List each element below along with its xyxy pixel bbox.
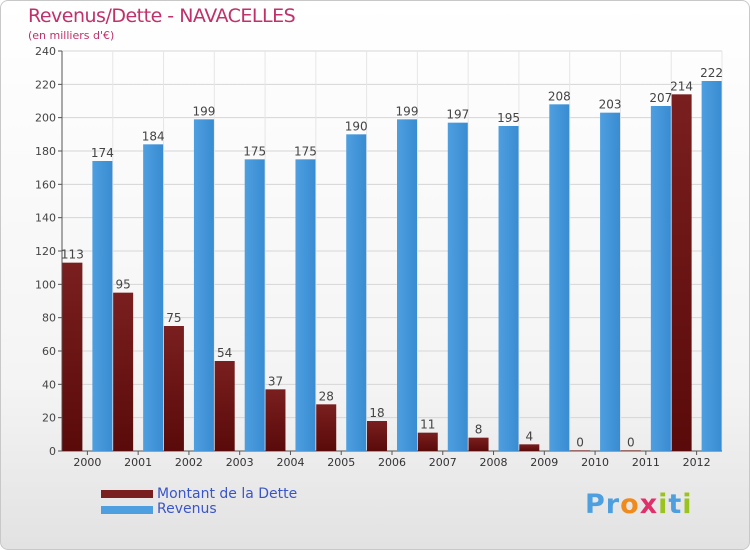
x-tick-label: 2010	[581, 456, 609, 469]
data-label-dette: 28	[319, 389, 334, 403]
data-label-dette: 214	[670, 79, 693, 93]
x-tick-label: 2001	[124, 456, 152, 469]
x-tick-label: 2011	[632, 456, 660, 469]
y-tick-label: 240	[35, 45, 56, 58]
bar-dette	[214, 361, 235, 451]
bar-revenus	[92, 161, 113, 451]
chart-title: Revenus/Dette - NAVACELLES	[28, 5, 296, 27]
data-label-dette: 11	[420, 418, 435, 432]
data-label-dette: 95	[116, 278, 131, 292]
bar-revenus	[295, 159, 316, 452]
chart-subtitle: (en milliers d'€)	[28, 29, 115, 42]
data-label-revenus: 190	[345, 119, 368, 133]
y-tick-label: 120	[35, 245, 56, 258]
x-tick-label: 2004	[276, 456, 304, 469]
data-label-revenus: 199	[396, 104, 419, 118]
data-label-revenus: 207	[649, 91, 672, 105]
data-label-revenus: 175	[243, 144, 266, 158]
y-tick-label: 60	[42, 345, 56, 358]
bar-revenus	[346, 134, 367, 452]
bar-revenus	[397, 119, 417, 451]
x-tick-label: 2003	[226, 456, 254, 469]
data-label-revenus: 199	[192, 104, 215, 118]
bar-dette	[265, 389, 286, 451]
legend-label-revenus: Revenus	[157, 501, 217, 517]
bar-revenus	[143, 144, 164, 452]
bar-revenus	[447, 122, 468, 452]
y-tick-label: 20	[42, 412, 56, 425]
legend-swatch-revenus	[101, 506, 153, 514]
data-label-dette: 4	[525, 429, 533, 443]
x-tick-label: 2008	[480, 456, 508, 469]
bar-revenus	[193, 119, 214, 451]
data-label-revenus: 184	[142, 129, 165, 143]
x-tick-label: 2007	[429, 456, 457, 469]
data-label-revenus: 197	[446, 108, 469, 122]
bar-revenus	[650, 106, 671, 451]
bar-dette	[163, 326, 184, 451]
y-tick-label: 160	[35, 178, 56, 191]
y-tick-label: 40	[42, 378, 56, 391]
logo-letter: i	[658, 489, 669, 520]
data-label-revenus: 175	[294, 144, 317, 158]
y-tick-label: 80	[42, 312, 56, 325]
x-tick-label: 2012	[683, 456, 711, 469]
bar-dette	[671, 94, 692, 451]
bar-dette	[113, 292, 134, 451]
x-tick-label: 2000	[73, 456, 101, 469]
y-tick-label: 180	[35, 145, 56, 158]
logo-letter: i	[682, 489, 693, 520]
bar-revenus	[498, 126, 519, 451]
bar-dette	[570, 450, 591, 451]
y-tick-label: 0	[49, 445, 56, 458]
bar-dette	[62, 262, 83, 451]
data-label-dette: 8	[475, 423, 483, 437]
y-tick-label: 220	[35, 78, 56, 91]
bar-dette	[417, 432, 438, 451]
legend-label-dette: Montant de la Dette	[157, 486, 298, 502]
proxiti-logo: Proxiti	[585, 489, 693, 520]
bar-dette	[316, 404, 337, 451]
bar-revenus	[701, 81, 722, 451]
data-label-dette: 18	[369, 406, 384, 420]
logo-letter: t	[668, 489, 683, 520]
bar-dette	[620, 450, 641, 451]
bar-dette	[468, 437, 489, 451]
bar-revenus	[549, 104, 570, 451]
data-label-revenus: 174	[91, 146, 114, 160]
logo-letter: o	[620, 489, 640, 520]
data-label-revenus: 195	[497, 111, 520, 125]
y-tick-label: 140	[35, 212, 56, 225]
bar-revenus	[600, 112, 621, 452]
legend-swatch-dette	[101, 490, 153, 498]
y-tick-label: 200	[35, 112, 56, 125]
data-label-dette: 75	[166, 311, 181, 325]
bar-dette	[367, 421, 387, 451]
x-tick-label: 2006	[378, 456, 406, 469]
logo-letter: r	[605, 489, 621, 520]
x-tick-label: 2002	[175, 456, 203, 469]
data-label-dette: 113	[61, 248, 84, 262]
logo-letter: P	[585, 489, 606, 520]
data-label-dette: 0	[576, 435, 584, 449]
data-label-dette: 37	[268, 374, 283, 388]
data-label-revenus: 203	[599, 98, 622, 112]
y-tick-label: 100	[35, 278, 56, 291]
x-tick-label: 2009	[530, 456, 558, 469]
data-label-dette: 54	[217, 346, 232, 360]
data-label-dette: 0	[627, 435, 635, 449]
data-label-revenus: 222	[700, 66, 723, 80]
data-label-revenus: 208	[548, 89, 571, 103]
logo-letter: x	[639, 489, 659, 520]
bar-revenus	[244, 159, 265, 452]
bar-dette	[519, 444, 540, 451]
x-tick-label: 2005	[327, 456, 355, 469]
